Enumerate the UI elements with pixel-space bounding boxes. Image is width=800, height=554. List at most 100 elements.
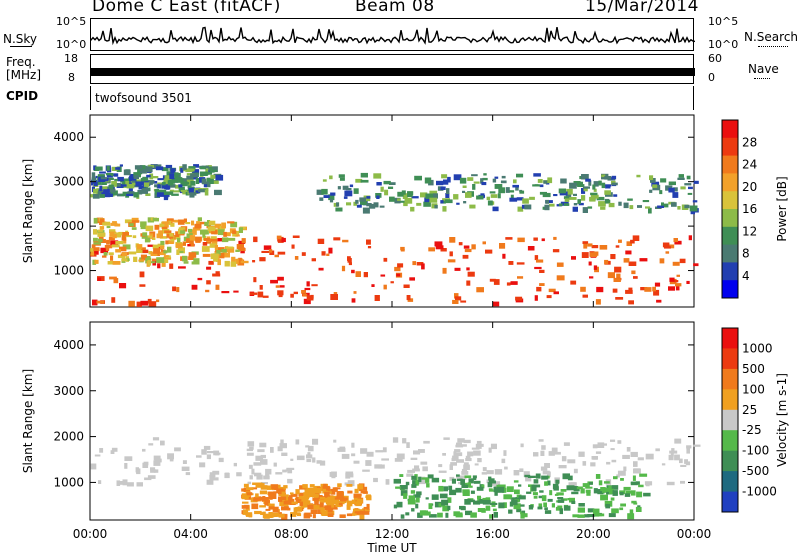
cpid-value: twofsound 3501 [95,91,192,105]
data-cell [445,199,453,204]
data-cell [255,455,263,461]
data-cell [406,442,410,448]
y-tick-label: 2000 [53,430,84,444]
data-cell [147,475,156,479]
data-cell [548,451,555,456]
data-cell [128,188,133,193]
data-cell [612,288,618,293]
data-cell [410,490,416,494]
data-cell [467,177,474,181]
data-cell [454,449,461,453]
data-cell [224,260,230,267]
data-cell [263,245,272,250]
data-cell [147,235,152,239]
data-cell [206,280,211,285]
data-cell [343,196,348,199]
data-cell [124,219,133,224]
data-cell [636,491,643,498]
data-cell [608,485,612,491]
data-cell [269,495,273,500]
colorbar-tick-label: -25 [742,423,762,437]
data-cell [140,178,145,182]
data-cell [351,269,355,274]
data-cell [176,249,180,255]
data-cell [165,240,169,245]
data-cell [473,450,481,456]
data-cell [453,194,459,200]
data-cell [114,178,119,181]
data-cell [293,291,298,295]
data-cell [319,501,324,508]
data-cell [192,227,201,231]
data-cell [406,295,411,301]
data-cell [347,480,355,487]
data-cell [211,229,218,235]
data-cell [608,513,616,518]
data-cell [274,254,279,258]
data-cell [460,479,465,485]
data-cell [337,483,342,487]
data-cell [399,485,408,490]
data-cell [292,235,300,238]
data-cell [298,492,305,496]
data-cell [93,188,101,194]
data-cell [675,283,682,287]
data-cell [142,176,149,182]
data-cell [617,440,622,444]
data-cell [115,241,124,245]
data-cell [359,197,366,202]
data-cell [161,226,168,229]
data-cell [147,298,152,304]
data-cell [119,246,127,252]
data-cell [267,503,271,507]
data-cell [224,472,230,479]
data-cell [463,201,467,204]
data-cell [136,247,143,253]
data-cell [465,510,473,516]
data-cell [262,496,266,499]
data-cell [200,166,207,170]
data-cell [128,300,135,307]
colorbar-cell [722,120,738,139]
data-cell [284,496,293,502]
data-cell [541,445,546,450]
data-cell [261,497,269,501]
data-cell [209,220,216,226]
data-cell [105,240,111,243]
data-cell [311,284,318,287]
colorbar-frame [721,327,739,513]
data-cell [161,167,169,172]
data-cell [341,453,350,459]
data-cell [251,503,259,510]
data-cell [481,508,486,513]
data-cell [439,493,448,499]
data-cell [465,455,471,461]
data-cell [585,486,593,489]
data-cell [353,493,361,498]
data-cell [686,175,691,180]
data-cell [157,184,161,189]
data-cell [227,221,235,224]
data-cell [626,490,633,494]
data-cell [333,237,341,241]
data-cell [556,275,565,281]
data-cell [158,230,163,236]
data-cell [185,472,191,476]
data-cell [376,195,380,199]
data-cell [322,179,327,182]
data-cell [338,174,345,178]
data-cell [617,470,626,476]
data-cell [185,222,191,225]
data-cell [280,439,284,445]
data-cell [456,474,460,477]
data-cell [536,259,544,263]
data-cell [604,500,613,507]
data-cell [279,443,287,449]
data-cell [176,287,180,293]
data-cell [139,170,146,174]
data-cell [611,459,617,463]
data-cell [169,184,176,188]
data-cell [281,452,288,456]
data-cell [555,506,560,511]
data-cell [290,458,294,461]
